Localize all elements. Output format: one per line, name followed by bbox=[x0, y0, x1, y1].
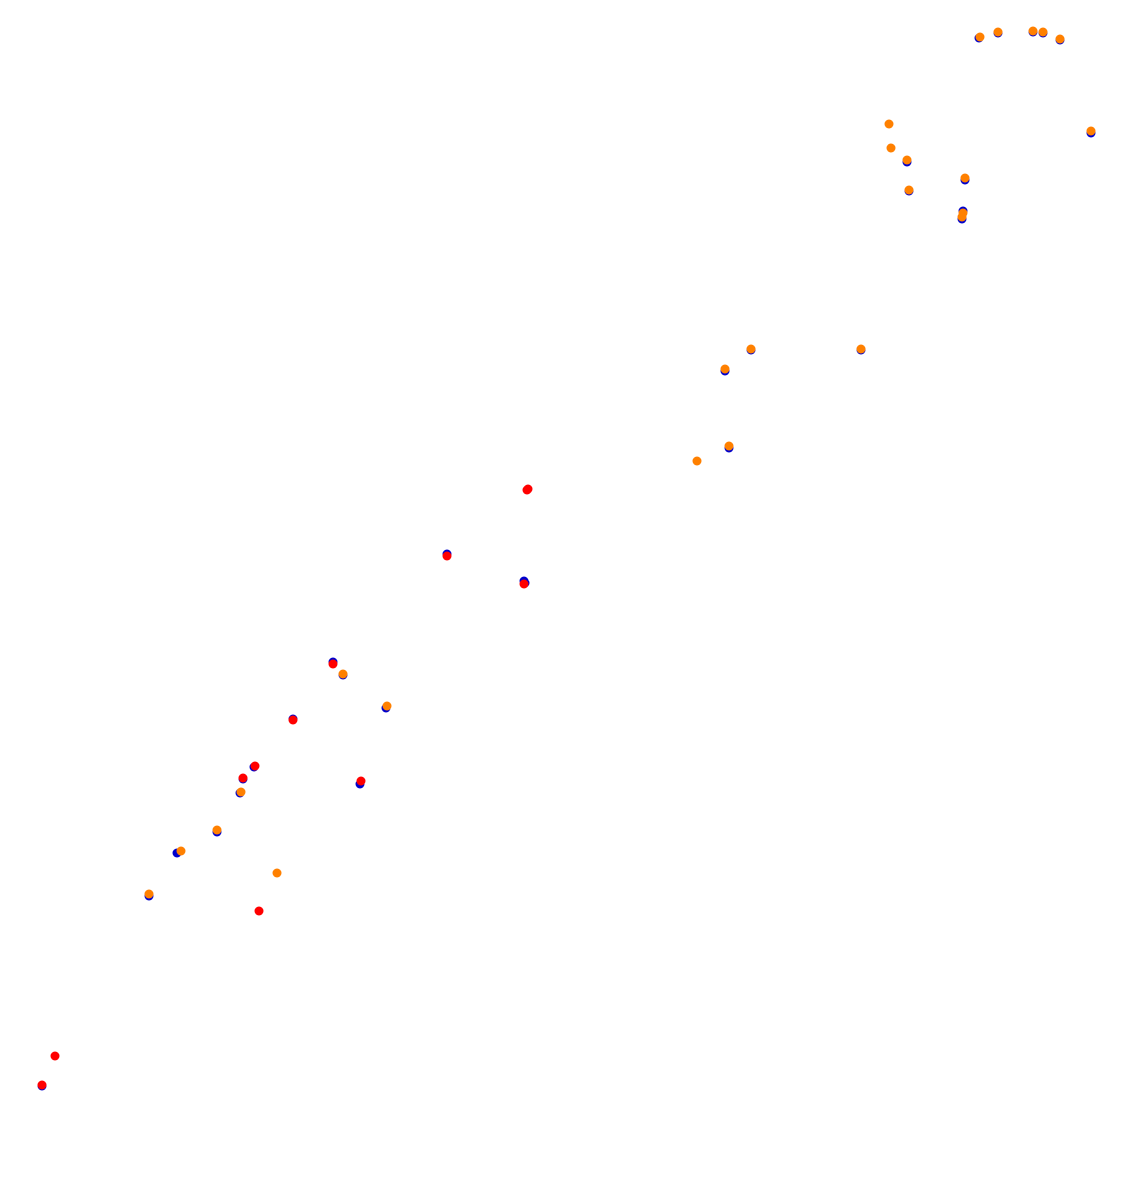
point bbox=[442, 551, 452, 561]
point bbox=[904, 185, 914, 195]
point bbox=[238, 773, 248, 783]
point bbox=[236, 787, 246, 797]
point bbox=[288, 715, 298, 725]
point bbox=[1028, 26, 1038, 36]
point bbox=[382, 701, 392, 711]
point bbox=[993, 27, 1003, 37]
point bbox=[692, 456, 702, 466]
point bbox=[37, 1080, 47, 1090]
point bbox=[1038, 27, 1048, 37]
point bbox=[522, 485, 532, 495]
point bbox=[1055, 34, 1065, 44]
point bbox=[272, 868, 282, 878]
point bbox=[902, 155, 912, 165]
point bbox=[957, 212, 967, 222]
point bbox=[212, 825, 222, 835]
point bbox=[960, 173, 970, 183]
point bbox=[144, 889, 154, 899]
point bbox=[250, 761, 260, 771]
point bbox=[1086, 126, 1096, 136]
point bbox=[254, 906, 264, 916]
point bbox=[886, 143, 896, 153]
point bbox=[338, 669, 348, 679]
point bbox=[176, 846, 186, 856]
point bbox=[856, 344, 866, 354]
point bbox=[746, 344, 756, 354]
point bbox=[720, 364, 730, 374]
point bbox=[328, 659, 338, 669]
point bbox=[884, 119, 894, 129]
point bbox=[50, 1051, 60, 1061]
point bbox=[519, 579, 529, 589]
point bbox=[975, 32, 985, 42]
point bbox=[356, 776, 366, 786]
point bbox=[724, 441, 734, 451]
